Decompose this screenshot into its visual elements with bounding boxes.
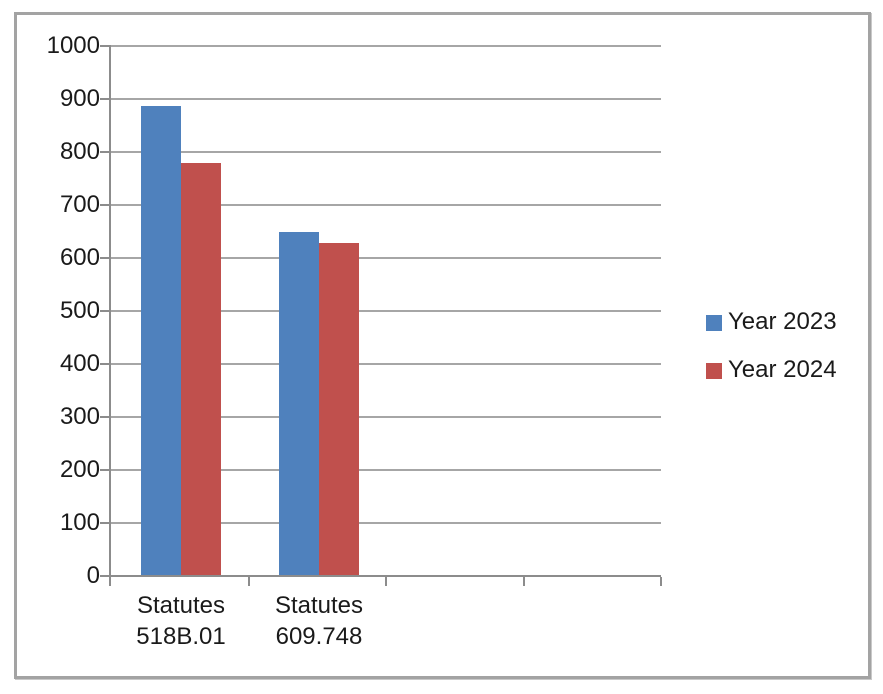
x-tick — [523, 577, 525, 586]
y-tick-label: 900 — [59, 85, 100, 112]
y-tick — [100, 469, 109, 471]
y-tick-label: 800 — [59, 138, 100, 165]
y-tick — [100, 257, 109, 259]
y-tick — [100, 416, 109, 418]
legend-swatch-year-2023 — [706, 315, 722, 331]
category-label: Statutes 518B.01 — [101, 590, 261, 652]
y-tick-label: 0 — [86, 562, 100, 589]
h-gridline — [111, 98, 661, 100]
y-tick-label: 500 — [59, 297, 100, 324]
y-tick-label: 700 — [59, 191, 100, 218]
y-tick-label: 100 — [59, 509, 100, 536]
y-tick — [100, 151, 109, 153]
y-tick-label: 1000 — [46, 32, 100, 59]
y-tick — [100, 98, 109, 100]
h-gridline — [111, 469, 661, 471]
y-tick — [100, 310, 109, 312]
x-axis-line — [109, 575, 661, 577]
y-tick — [100, 522, 109, 524]
legend-swatch-year-2024 — [706, 363, 722, 379]
bar-year-2024-cat2 — [319, 243, 359, 575]
x-tick — [385, 577, 387, 586]
h-gridline — [111, 363, 661, 365]
h-gridline — [111, 204, 661, 206]
h-gridline — [111, 257, 661, 259]
y-axis-line — [109, 45, 111, 577]
bar-year-2023-cat1 — [141, 106, 181, 575]
y-tick-label: 300 — [59, 403, 100, 430]
h-gridline — [111, 522, 661, 524]
legend-label-year-2023: Year 2023 — [728, 308, 837, 335]
category-label-line: Statutes — [274, 592, 364, 619]
y-tick — [100, 575, 109, 577]
x-tick — [660, 577, 662, 586]
category-label-line: 609.748 — [275, 623, 363, 650]
h-gridline — [111, 416, 661, 418]
h-gridline — [111, 151, 661, 153]
h-gridline — [111, 45, 661, 47]
category-label: Statutes 609.748 — [239, 590, 399, 652]
y-tick — [100, 204, 109, 206]
y-tick-label: 200 — [59, 456, 100, 483]
x-tick — [109, 577, 111, 586]
y-tick-label: 400 — [59, 350, 100, 377]
legend-label-year-2024: Year 2024 — [728, 356, 837, 383]
y-tick-label: 600 — [59, 244, 100, 271]
category-label-line: Statutes — [136, 592, 226, 619]
bar-year-2023-cat2 — [279, 232, 319, 575]
y-tick — [100, 45, 109, 47]
h-gridline — [111, 310, 661, 312]
category-label-line: 518B.01 — [136, 623, 226, 650]
y-tick — [100, 363, 109, 365]
x-tick — [248, 577, 250, 586]
bar-year-2024-cat1 — [181, 163, 221, 575]
